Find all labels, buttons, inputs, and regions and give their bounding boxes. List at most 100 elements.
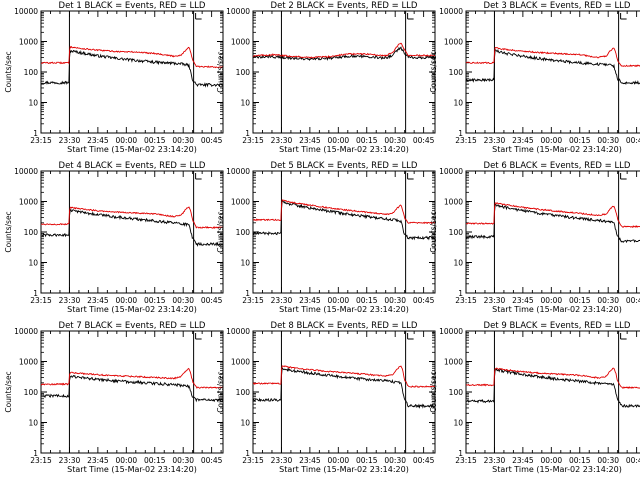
- x-tick-label: 00:00: [328, 456, 350, 465]
- y-tick-label: 100: [24, 68, 39, 77]
- x-tick-label: 00:15: [144, 296, 166, 305]
- series-line-events: [252, 199, 436, 241]
- series-line-lld: [465, 367, 640, 389]
- y-tick-label: 1000: [19, 358, 38, 367]
- x-axis-label: Start Time (15-Mar-02 23:14:20): [492, 145, 622, 154]
- x-tick-label: 00:45: [626, 456, 640, 465]
- y-axis-label: Counts/sec: [429, 371, 438, 412]
- x-tick-label: 23:30: [484, 136, 506, 145]
- plot-frame: [40, 10, 224, 134]
- x-tick-label: 00:15: [144, 136, 166, 145]
- y-tick-label: 1: [33, 449, 38, 458]
- x-tick-label: 23:30: [271, 136, 293, 145]
- series-line-events: [465, 368, 640, 409]
- y-tick-label: 10000: [439, 7, 463, 16]
- y-tick-label: 100: [236, 388, 251, 397]
- series-line-lld: [252, 42, 436, 59]
- x-axis-label: Start Time (15-Mar-02 23:14:20): [67, 465, 197, 474]
- y-tick-label: 1000: [19, 198, 38, 207]
- y-tick-label: 100: [24, 228, 39, 237]
- x-axis-label: Start Time (15-Mar-02 23:14:20): [67, 305, 197, 314]
- y-tick-label: 100: [24, 388, 39, 397]
- y-tick-label: 10: [240, 99, 250, 108]
- y-tick-label: 100: [236, 68, 251, 77]
- panel-title: Det 8 BLACK = Events, RED = LLD: [271, 321, 418, 331]
- x-tick-label: 23:45: [87, 136, 109, 145]
- panel-title: Det 7 BLACK = Events, RED = LLD: [59, 321, 206, 331]
- x-tick-label: 00:00: [116, 136, 138, 145]
- panel-det-5: Det 5 BLACK = Events, RED = LLD 1 10 100 100…: [216, 161, 436, 314]
- x-tick-label: 23:15: [242, 456, 264, 465]
- y-axis-label: Counts/sec: [216, 371, 225, 412]
- plot-frame: [40, 330, 224, 454]
- y-axis-label: Counts/sec: [429, 211, 438, 252]
- x-tick-label: 00:30: [172, 136, 194, 145]
- x-tick-label: 23:45: [299, 296, 321, 305]
- x-tick-label: 00:45: [413, 456, 435, 465]
- panel-title: Det 2 BLACK = Events, RED = LLD: [271, 1, 418, 11]
- series-line-lld: [252, 199, 435, 225]
- x-tick-label: 23:45: [299, 136, 321, 145]
- x-tick-label: 23:30: [59, 296, 81, 305]
- y-tick-label: 10000: [439, 167, 463, 176]
- panel-title: Det 5 BLACK = Events, RED = LLD: [271, 161, 418, 171]
- plot-frame: [465, 170, 640, 294]
- x-tick-label: 23:15: [242, 136, 264, 145]
- y-tick-label: 100: [449, 68, 464, 77]
- y-tick-label: 10000: [226, 327, 250, 336]
- x-tick-label: 23:30: [271, 296, 293, 305]
- y-tick-label: 1: [245, 449, 250, 458]
- x-tick-label: 00:45: [201, 456, 223, 465]
- x-tick-label: 00:30: [172, 296, 194, 305]
- y-tick-label: 1000: [444, 358, 463, 367]
- series-line-lld: [40, 206, 223, 230]
- x-tick-label: 23:15: [242, 296, 264, 305]
- y-tick-label: 1000: [231, 358, 250, 367]
- y-tick-label: 10000: [14, 327, 38, 336]
- x-tick-label: 00:15: [569, 296, 591, 305]
- x-tick-label: 23:45: [87, 296, 109, 305]
- y-tick-label: 1000: [231, 38, 250, 47]
- y-tick-label: 1: [458, 289, 463, 298]
- series-line-lld: [465, 47, 640, 68]
- x-tick-label: 00:00: [116, 296, 138, 305]
- panel-det-3: Det 3 BLACK = Events, RED = LLD 1 10 100 100…: [429, 1, 640, 154]
- panel-det-9: Det 9 BLACK = Events, RED = LLD 1 10 100 100…: [429, 321, 640, 474]
- x-tick-label: 00:30: [384, 136, 406, 145]
- y-axis-label: Counts/sec: [216, 51, 225, 92]
- series-line-lld: [40, 45, 223, 69]
- x-tick-label: 00:00: [116, 456, 138, 465]
- plot-frame: [252, 170, 436, 294]
- x-tick-label: 00:45: [413, 296, 435, 305]
- y-tick-label: 1: [458, 449, 463, 458]
- series-line-events: [465, 203, 640, 244]
- y-tick-label: 100: [449, 388, 464, 397]
- panel-title: Det 3 BLACK = Events, RED = LLD: [484, 1, 631, 11]
- y-tick-label: 1: [33, 129, 38, 138]
- x-axis-label: Start Time (15-Mar-02 23:14:20): [279, 305, 409, 314]
- plot-frame: [252, 10, 436, 134]
- plot-frame: [465, 10, 640, 134]
- y-tick-label: 10: [453, 259, 463, 268]
- x-tick-label: 00:00: [541, 456, 563, 465]
- series-line-events: [40, 374, 224, 403]
- panel-det-6: Det 6 BLACK = Events, RED = LLD 1 10 100 100…: [429, 161, 640, 314]
- y-tick-label: 10: [28, 259, 38, 268]
- panel-det-8: Det 8 BLACK = Events, RED = LLD 1 10 100 100…: [216, 321, 436, 474]
- x-tick-label: 23:30: [484, 456, 506, 465]
- x-tick-label: 23:45: [512, 456, 534, 465]
- x-tick-label: 23:15: [455, 136, 477, 145]
- x-tick-label: 00:30: [597, 296, 619, 305]
- panel-title: Det 4 BLACK = Events, RED = LLD: [59, 161, 206, 171]
- y-tick-label: 1: [245, 289, 250, 298]
- x-tick-label: 00:15: [569, 456, 591, 465]
- x-tick-label: 23:30: [59, 456, 81, 465]
- y-tick-label: 100: [449, 228, 464, 237]
- x-tick-label: 23:15: [30, 296, 52, 305]
- x-axis-label: Start Time (15-Mar-02 23:14:20): [279, 145, 409, 154]
- series-line-lld: [252, 365, 435, 388]
- x-tick-label: 23:15: [455, 296, 477, 305]
- panel-det-2: Det 2 BLACK = Events, RED = LLD 1 10 100 100…: [216, 1, 436, 154]
- panel-det-4: Det 4 BLACK = Events, RED = LLD 1 10 100 100…: [4, 161, 224, 314]
